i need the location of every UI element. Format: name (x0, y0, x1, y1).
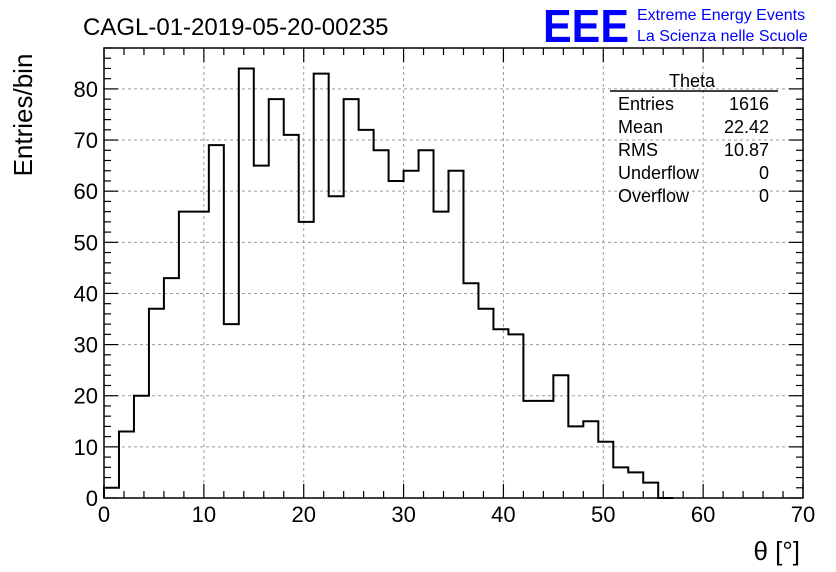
stats-label-entries: Entries (618, 94, 674, 114)
y-tick-label: 80 (74, 77, 98, 102)
x-axis-label: θ [°] (753, 536, 800, 566)
stats-value-overflow: 0 (759, 186, 769, 206)
stats-label-underflow: Underflow (618, 163, 700, 183)
x-tick-label: 70 (791, 502, 815, 527)
y-tick-label: 10 (74, 435, 98, 460)
axis-ticks (103, 47, 804, 499)
eee-logo: EEE Extreme Energy Events La Scienza nel… (543, 0, 808, 52)
chart-title: CAGL-01-2019-05-20-00235 (83, 14, 389, 41)
y-tick-label: 40 (74, 281, 98, 306)
stats-label-mean: Mean (618, 117, 663, 137)
y-axis-label: Entries/bin (8, 54, 38, 177)
stats-value-rms: 10.87 (724, 140, 769, 160)
x-tick-labels: 0 10 20 30 40 50 60 70 (98, 502, 815, 527)
x-tick-label: 60 (691, 502, 715, 527)
y-tick-label: 30 (74, 333, 98, 358)
y-tick-labels: 0 10 20 30 40 50 60 70 80 (74, 77, 98, 511)
x-tick-label: 30 (391, 502, 415, 527)
histogram-outline (103, 67, 674, 499)
stats-value-mean: 22.42 (724, 117, 769, 137)
logo-line-2: La Scienza nelle Scuole (637, 28, 808, 45)
x-tick-label: 40 (491, 502, 515, 527)
eee-logo-mark: EEE (543, 0, 629, 52)
stats-title: Theta (669, 71, 716, 91)
stats-box: Theta Entries 1616 Mean 22.42 RMS 10.87 … (610, 71, 778, 206)
grid-lines (104, 48, 803, 498)
stats-value-entries: 1616 (729, 94, 769, 114)
y-tick-label: 60 (74, 179, 98, 204)
stats-label-rms: RMS (618, 140, 658, 160)
y-tick-label: 70 (74, 128, 98, 153)
logo-line-1: Extreme Energy Events (637, 7, 805, 24)
y-tick-label: 20 (74, 384, 98, 409)
y-tick-label: 0 (86, 486, 98, 511)
stats-value-underflow: 0 (759, 163, 769, 183)
x-tick-label: 20 (291, 502, 315, 527)
x-tick-label: 0 (98, 502, 110, 527)
x-tick-label: 10 (192, 502, 216, 527)
y-tick-label: 50 (74, 230, 98, 255)
stats-label-overflow: Overflow (618, 186, 690, 206)
x-tick-label: 50 (591, 502, 615, 527)
